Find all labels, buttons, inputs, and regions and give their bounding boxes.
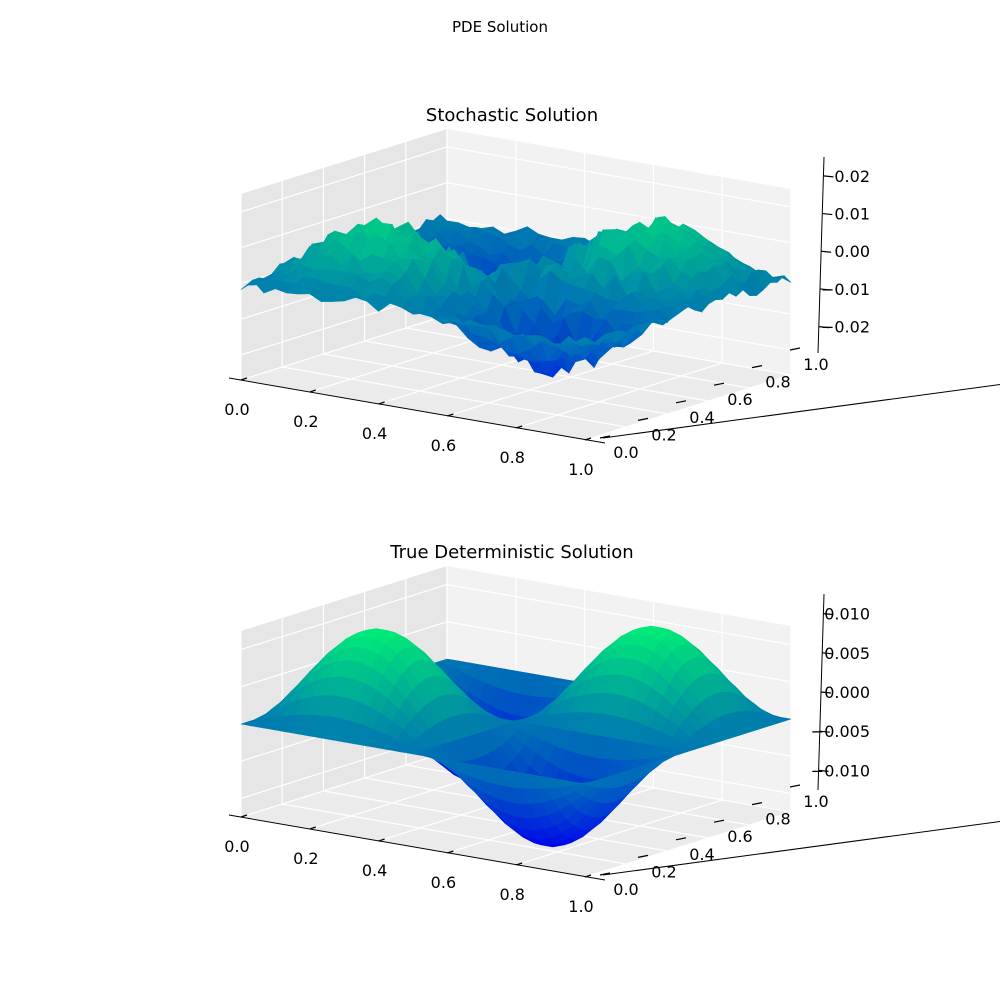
x-tick-mark <box>240 377 248 381</box>
y-tick-mark <box>675 837 687 841</box>
z-tick-label: 0.02 <box>834 167 870 186</box>
y-tick-label: 0.8 <box>765 810 790 829</box>
x-axis-line <box>228 377 606 444</box>
subplot-title: Stochastic Solution <box>426 105 598 126</box>
x-tick-label: 1.0 <box>568 897 593 916</box>
figure-title: PDE Solution <box>452 18 548 36</box>
subplot-title: True Deterministic Solution <box>389 542 633 563</box>
grid-line <box>281 618 627 865</box>
y-tick-label: 0.8 <box>765 373 790 392</box>
y-axis-line <box>602 820 1000 876</box>
z-tick-label: 0.010 <box>824 605 870 624</box>
x-tick-mark <box>240 814 248 818</box>
stochastic-solution-panel: 0.0 0.2 0.4 0.6 0.8 1.0 0.0 0.2 0.4 0.6 0.8 1.0 −0.0… <box>224 105 1000 479</box>
z-tick-mark <box>823 175 834 178</box>
y-tick-mark <box>675 400 687 404</box>
z-tick-mark <box>818 326 829 329</box>
z-tick-mark <box>819 288 831 291</box>
y-tick-mark <box>637 854 649 858</box>
x-tick-label: 0.2 <box>293 849 318 868</box>
y-tick-mark <box>751 802 763 806</box>
y-tick-label: 1.0 <box>803 355 828 374</box>
y-tick-label: 0.2 <box>651 425 676 444</box>
y-tick-label: 0.4 <box>689 408 714 427</box>
z-axis-line <box>817 593 825 791</box>
y-tick-label: 0.0 <box>613 880 638 899</box>
z-tick-mark <box>821 250 832 253</box>
grid-line <box>364 155 709 402</box>
z-tick-mark <box>823 613 834 616</box>
surface-facet <box>573 781 592 785</box>
x-tick-mark <box>309 826 316 830</box>
y-tick-mark <box>789 347 801 351</box>
y-tick-mark <box>713 819 725 823</box>
z-tick-label: 0.00 <box>834 242 870 261</box>
deterministic-solution-panel: 0.0 0.2 0.4 0.6 0.8 1.0 0.0 0.2 0.4 0.6 0.8 1.0 −0.0… <box>224 542 1000 916</box>
x-axis-line <box>228 814 606 881</box>
z-tick-label: 0.000 <box>824 683 870 702</box>
grid-line <box>322 168 668 415</box>
y-axis-line <box>602 383 1000 439</box>
x-tick-mark <box>309 389 316 393</box>
z-tick-label: −0.010 <box>811 761 870 780</box>
y-tick-mark <box>599 872 611 876</box>
z-tick-mark <box>819 730 830 733</box>
y-tick-mark <box>599 435 611 439</box>
z-axis-line <box>817 156 825 354</box>
x-tick-label: 0.6 <box>431 873 456 892</box>
surface-mesh <box>240 214 792 378</box>
x-tick-mark <box>584 437 592 441</box>
z-tick-label: −0.02 <box>821 318 870 337</box>
x-tick-mark <box>378 838 385 842</box>
x-tick-mark <box>447 413 454 417</box>
y-tick-label: 0.0 <box>613 443 638 462</box>
y-tick-label: 0.2 <box>651 862 676 881</box>
x-tick-label: 0.8 <box>499 448 524 467</box>
grid-line <box>240 146 792 213</box>
x-tick-label: 0.0 <box>224 400 249 419</box>
x-tick-mark <box>584 874 592 878</box>
y-tick-label: 0.6 <box>727 827 752 846</box>
x-tick-label: 1.0 <box>568 460 593 479</box>
z-tick-label: −0.005 <box>811 722 870 741</box>
y-tick-mark <box>751 365 763 369</box>
x-tick-label: 0.4 <box>362 424 387 443</box>
z-tick-mark <box>820 691 832 694</box>
x-tick-mark <box>378 401 385 405</box>
floor-pane <box>241 315 791 440</box>
x-tick-mark <box>516 862 523 866</box>
x-tick-label: 0.4 <box>362 861 387 880</box>
surface-mesh <box>240 625 792 848</box>
grid-line <box>405 142 750 389</box>
y-tick-mark <box>637 417 649 421</box>
y-tick-mark <box>713 382 725 386</box>
grid-line <box>281 181 627 428</box>
z-tick-mark <box>822 652 833 655</box>
x-tick-label: 0.2 <box>293 412 318 431</box>
grid-line <box>240 182 792 249</box>
z-tick-label: 0.005 <box>824 644 870 663</box>
z-tick-label: −0.01 <box>821 280 870 299</box>
surface-facet <box>572 336 593 347</box>
x-tick-mark <box>516 425 523 429</box>
y-tick-label: 1.0 <box>803 792 828 811</box>
x-tick-label: 0.8 <box>499 885 524 904</box>
z-tick-mark <box>822 212 833 216</box>
y-tick-label: 0.6 <box>727 390 752 409</box>
z-tick-label: 0.01 <box>834 205 870 224</box>
x-tick-label: 0.0 <box>224 837 249 856</box>
grid-line <box>240 583 792 651</box>
x-tick-mark <box>447 850 454 854</box>
y-tick-mark <box>789 784 801 788</box>
y-tick-label: 0.4 <box>689 845 714 864</box>
x-tick-label: 0.6 <box>431 436 456 455</box>
z-tick-mark <box>818 769 829 772</box>
